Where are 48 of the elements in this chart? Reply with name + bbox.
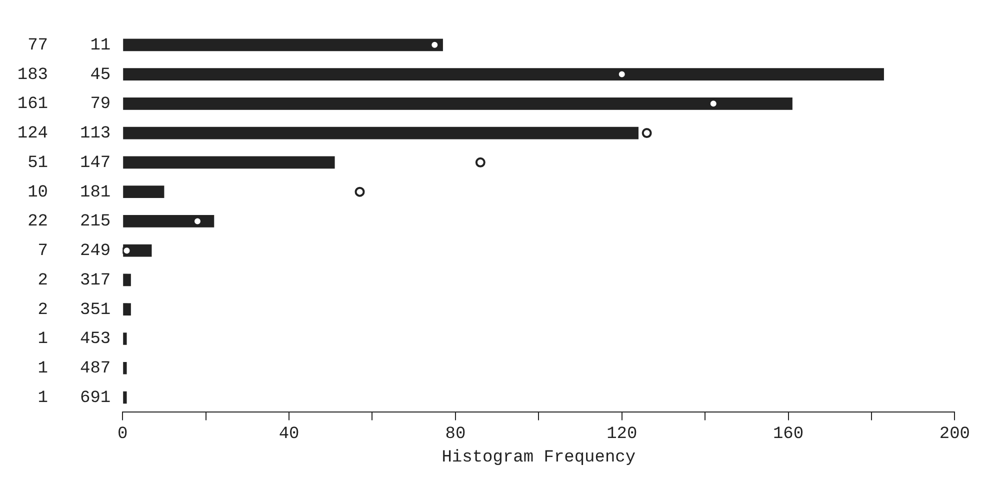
bar [123,97,792,110]
point [475,157,486,168]
y-tick-label: 691 [80,389,111,408]
bar [123,362,127,374]
data-label: 51 [28,154,48,173]
bar [123,274,131,286]
bar [123,156,335,169]
x-tick-label: 160 [772,424,804,444]
data-label: 2 [38,300,48,320]
y-tick-label: 249 [80,242,111,262]
y-tick-label: 181 [80,183,111,202]
bar [123,186,164,198]
data-label: 1 [38,389,48,408]
x-tick-label: 40 [278,424,300,444]
y-tick-label: 453 [80,330,111,350]
data-label: 161 [17,95,48,114]
bar [123,38,443,52]
bar [123,126,639,140]
point [354,186,365,197]
data-label: 10 [28,183,48,202]
data-label: 22 [28,212,48,232]
bar [123,303,131,316]
bar [123,68,884,80]
bar [123,215,214,228]
y-tick-label: 45 [90,66,111,85]
bar [123,332,127,345]
y-tick-label: 79 [90,95,111,114]
y-tick-label: 215 [80,212,111,232]
data-label: 183 [17,66,48,85]
x-axis-title: Histogram Frequency [442,448,636,468]
bar [123,391,127,404]
data-label: 2 [38,271,48,290]
y-tick-label: 11 [90,36,111,56]
data-label: 77 [28,36,48,56]
data-label: 7 [38,242,48,262]
x-tick-label: 0 [118,424,128,444]
data-label: 1 [38,330,48,350]
y-tick-label: 113 [80,124,111,144]
y-tick-label: 147 [80,154,111,173]
x-tick-label: 80 [445,424,466,444]
y-tick-label: 317 [80,271,111,290]
data-label: 1 [38,360,48,379]
y-tick-label: 487 [80,360,111,379]
y-tick-label: 351 [80,300,111,320]
x-tick-label: 120 [606,424,638,444]
data-label: 124 [17,124,48,144]
x-tick-label: 200 [939,424,970,444]
point [642,128,652,138]
